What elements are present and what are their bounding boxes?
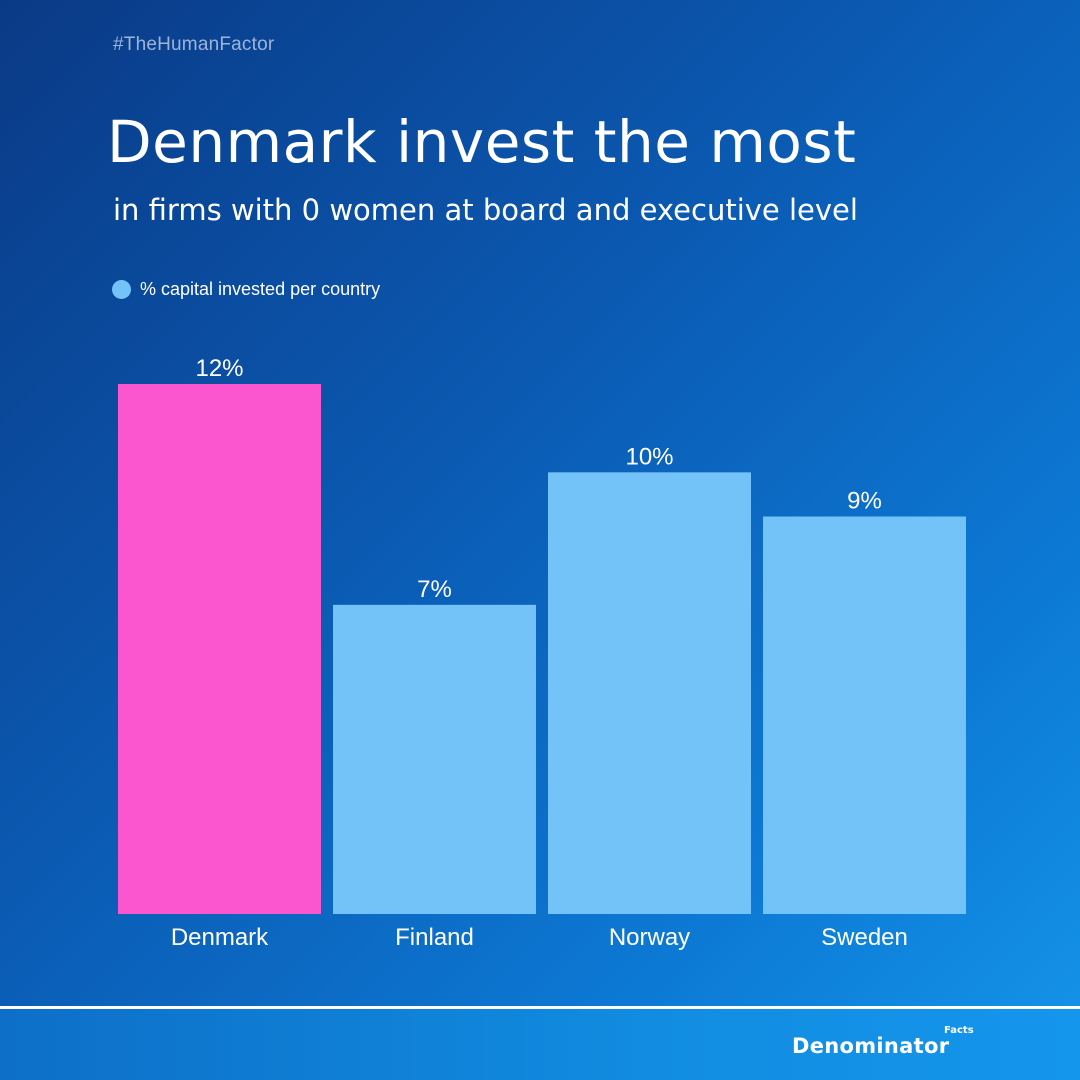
legend: % capital invested per country — [112, 279, 380, 300]
data-label-sweden: 9% — [847, 488, 882, 515]
footer-bar — [0, 1009, 1080, 1080]
chart-subtitle: in firms with 0 women at board and execu… — [113, 193, 858, 227]
x-tick-label-norway: Norway — [609, 924, 690, 951]
brand-superscript: Facts — [944, 1025, 974, 1036]
hashtag: #TheHumanFactor — [113, 34, 275, 55]
data-label-denmark: 12% — [195, 355, 243, 382]
brand-logo: Denominator — [792, 1034, 950, 1058]
bar-denmark — [118, 384, 321, 914]
x-tick-label-denmark: Denmark — [171, 924, 269, 951]
x-tick-label-finland: Finland — [395, 924, 474, 951]
chart-title: Denmark invest the most — [107, 108, 857, 176]
data-label-norway: 10% — [625, 443, 673, 470]
bar-chart: 12% Denmark 7% Finland 10% Norway 9% Sweden — [118, 355, 966, 951]
legend-swatch — [112, 280, 131, 299]
data-label-finland: 7% — [417, 576, 452, 603]
bar-norway — [548, 472, 751, 914]
legend-label: % capital invested per country — [140, 279, 381, 299]
x-tick-label-sweden: Sweden — [821, 924, 908, 951]
footer-divider — [0, 1006, 1080, 1009]
bar-finland — [333, 604, 536, 914]
bar-sweden — [763, 516, 966, 914]
